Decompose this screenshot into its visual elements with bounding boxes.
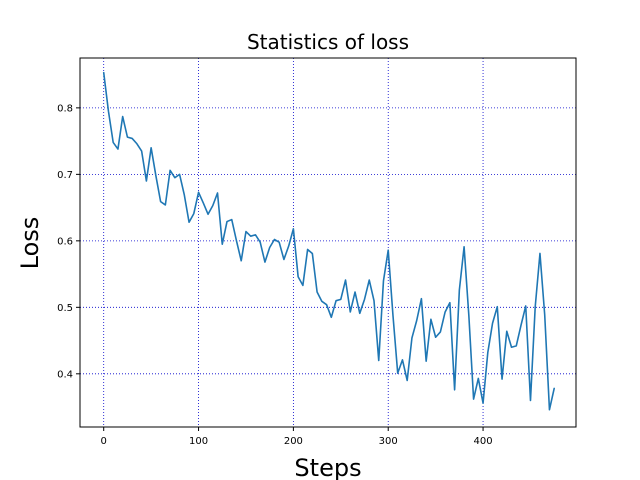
x-tick-label: 300 — [379, 436, 398, 447]
axis-ticks: 0 100 200 300 400 0.4 0.5 0.6 0.7 0.8 — [57, 103, 493, 447]
y-tick-label: 0.7 — [57, 170, 73, 181]
x-tick-label: 200 — [284, 436, 303, 447]
y-tick-label: 0.8 — [57, 103, 73, 114]
y-tick-label: 0.6 — [57, 236, 73, 247]
x-tick-label: 100 — [189, 436, 208, 447]
plot-area-frame — [79, 57, 577, 428]
chart-title: Statistics of loss — [247, 30, 409, 54]
loss-series-line — [102, 71, 555, 411]
y-tick-label: 0.5 — [57, 303, 73, 314]
series-layer — [102, 71, 555, 411]
x-tick-label: 0 — [101, 436, 107, 447]
x-axis-label: Steps — [294, 454, 361, 480]
x-tick-label: 400 — [474, 436, 493, 447]
y-tick-label: 0.4 — [57, 369, 73, 380]
y-axis-label: Loss — [16, 217, 44, 270]
